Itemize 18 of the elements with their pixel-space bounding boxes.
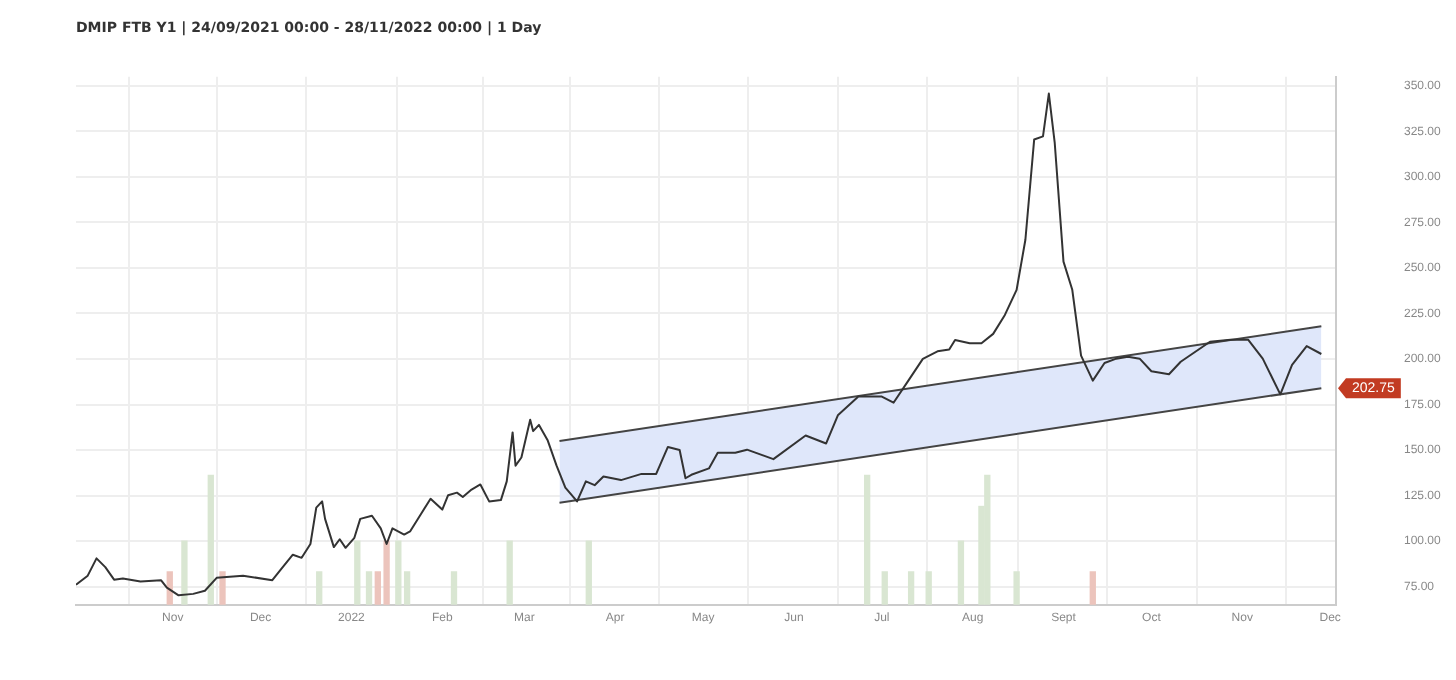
bar <box>1089 571 1096 605</box>
bar <box>925 571 932 605</box>
bar <box>354 540 361 605</box>
bar <box>181 540 188 605</box>
bar <box>907 571 915 605</box>
bar <box>957 540 965 605</box>
bar <box>450 571 458 605</box>
bar <box>585 540 592 605</box>
bar <box>365 571 373 605</box>
bar <box>984 474 991 605</box>
bar <box>316 571 323 605</box>
bar <box>219 571 226 605</box>
bar <box>864 474 871 605</box>
bar <box>1013 571 1020 605</box>
bar <box>395 540 402 605</box>
bar <box>383 540 390 605</box>
bar <box>881 571 888 605</box>
bar <box>506 540 513 605</box>
